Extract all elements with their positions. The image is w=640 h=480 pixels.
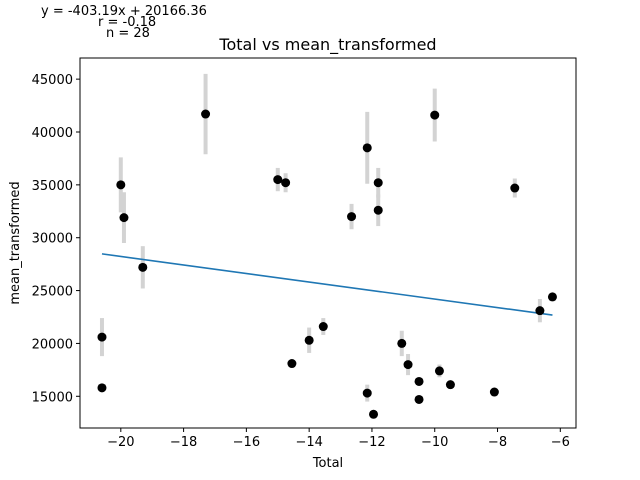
axes-frame — [79, 57, 577, 429]
data-point — [273, 175, 283, 185]
data-point — [489, 387, 499, 397]
x-tick-label: −8 — [488, 435, 507, 450]
data-point — [414, 394, 424, 404]
x-tick-label: −16 — [233, 435, 260, 450]
data-point — [373, 205, 383, 215]
data-point — [547, 292, 557, 302]
data-point — [434, 366, 444, 376]
data-point — [414, 376, 424, 386]
x-tick-label: −18 — [170, 435, 197, 450]
data-point — [119, 213, 129, 223]
data-point — [97, 383, 107, 393]
data-point — [347, 212, 357, 222]
y-tick-label: 30000 — [32, 232, 73, 247]
y-tick-label: 15000 — [32, 390, 73, 405]
data-point — [362, 143, 372, 153]
data-point — [397, 338, 407, 348]
data-point — [138, 262, 148, 272]
x-tick-label: −14 — [295, 435, 322, 450]
data-point — [362, 388, 372, 398]
data-point — [97, 332, 107, 342]
x-tick-label: −20 — [107, 435, 134, 450]
data-point — [430, 110, 440, 120]
y-tick-label: 20000 — [32, 337, 73, 352]
data-point — [510, 183, 520, 193]
data-point — [281, 178, 291, 188]
data-point — [445, 380, 455, 390]
sample-size: n = 28 — [106, 26, 150, 41]
data-point — [201, 109, 211, 119]
data-point — [403, 360, 413, 370]
x-tick-label: −12 — [358, 435, 385, 450]
x-axis-label: Total — [312, 456, 343, 471]
plot-area: −20 −18 −16 −14 −12 −10 −8 −6 15000 20000 25000 300… — [32, 73, 570, 450]
y-tick-label: 35000 — [32, 179, 73, 194]
data-point — [116, 180, 126, 190]
y-tick-label: 45000 — [32, 73, 73, 88]
x-tick-label: −6 — [551, 435, 570, 450]
y-tick-label: 25000 — [32, 285, 73, 300]
regression-equation: y = -403.19x + 20166.36 — [41, 4, 207, 19]
regression-line — [101, 253, 553, 316]
data-point — [287, 359, 297, 369]
x-tick-label: −10 — [421, 435, 448, 450]
chart-title: Total vs mean_transformed — [218, 35, 436, 55]
data-point — [373, 178, 383, 188]
correlation-coefficient: r = -0.18 — [98, 15, 157, 30]
y-axis-label: mean_transformed — [8, 181, 23, 304]
data-point — [535, 306, 545, 316]
data-point — [369, 409, 379, 419]
data-point — [318, 322, 328, 332]
y-tick-label: 40000 — [32, 126, 73, 141]
data-point — [304, 335, 314, 345]
